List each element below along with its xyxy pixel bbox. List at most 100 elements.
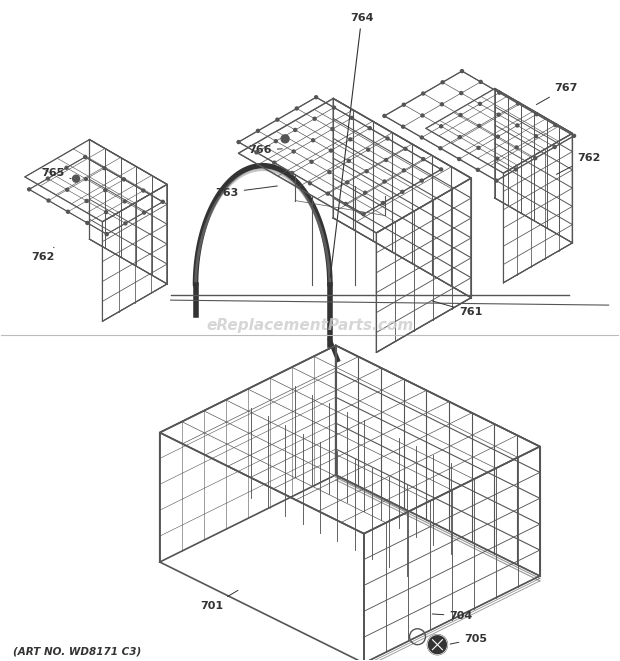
Circle shape [274,139,277,143]
Circle shape [402,125,405,128]
Circle shape [309,182,311,185]
Circle shape [422,92,425,95]
Circle shape [497,113,500,116]
Circle shape [440,103,443,106]
Circle shape [124,222,127,225]
Circle shape [420,179,423,182]
Circle shape [516,124,519,127]
Circle shape [326,192,329,195]
Circle shape [237,141,240,143]
Circle shape [479,81,482,83]
Circle shape [331,128,334,131]
Circle shape [534,157,537,160]
Circle shape [363,191,366,194]
Circle shape [273,161,276,164]
Text: 704: 704 [432,611,472,621]
Circle shape [402,169,405,172]
Circle shape [383,114,386,118]
Circle shape [161,200,164,204]
Circle shape [461,69,464,73]
Circle shape [535,113,538,116]
Circle shape [401,190,404,193]
Circle shape [349,138,352,141]
Circle shape [365,170,368,173]
Circle shape [496,157,498,160]
Text: 705: 705 [450,634,487,644]
Circle shape [105,233,108,236]
Text: 762: 762 [556,153,600,175]
Circle shape [123,200,126,203]
Circle shape [66,188,69,191]
Circle shape [312,139,314,141]
Circle shape [310,160,313,163]
Circle shape [458,157,461,161]
Circle shape [142,189,145,192]
Circle shape [291,171,294,175]
Circle shape [422,157,425,161]
Circle shape [105,211,107,214]
Circle shape [553,145,556,149]
Circle shape [366,148,370,151]
Text: 701: 701 [200,590,238,611]
Text: 767: 767 [536,83,577,104]
Text: 766: 766 [248,145,282,155]
Circle shape [460,92,463,95]
Circle shape [477,146,480,149]
Circle shape [329,149,332,152]
Circle shape [479,102,482,105]
Circle shape [347,159,350,163]
Circle shape [534,135,538,137]
Circle shape [28,188,30,191]
Circle shape [441,81,444,84]
Circle shape [515,168,517,171]
Circle shape [384,159,388,161]
Circle shape [427,635,448,654]
Circle shape [315,96,317,98]
Circle shape [439,147,442,150]
Circle shape [386,137,389,140]
Circle shape [328,171,331,174]
Circle shape [276,118,279,121]
Circle shape [85,200,88,202]
Circle shape [368,127,371,130]
Circle shape [420,136,423,139]
Circle shape [421,114,424,117]
Circle shape [123,178,125,181]
Circle shape [346,181,348,184]
Circle shape [143,211,146,214]
Circle shape [294,128,297,132]
Circle shape [73,175,79,182]
Text: 762: 762 [31,247,55,262]
Circle shape [515,146,518,149]
Text: 763: 763 [215,186,277,198]
Circle shape [295,107,298,110]
Circle shape [362,213,365,215]
Circle shape [383,180,386,183]
Circle shape [498,91,501,94]
Circle shape [344,202,347,206]
Circle shape [103,167,106,170]
Text: (ART NO. WD8171 C3): (ART NO. WD8171 C3) [14,646,141,656]
Circle shape [66,210,69,214]
Circle shape [292,150,295,153]
Circle shape [495,179,498,182]
Circle shape [404,147,407,150]
Circle shape [459,114,462,116]
Circle shape [554,124,557,126]
Circle shape [86,221,89,225]
Text: eReplacementParts.com: eReplacementParts.com [206,317,414,332]
Circle shape [440,125,443,128]
Circle shape [65,167,68,169]
Text: 761: 761 [432,301,483,317]
Circle shape [476,169,479,171]
Circle shape [104,188,107,192]
Circle shape [440,168,443,171]
Circle shape [46,177,50,180]
Circle shape [313,117,316,120]
Circle shape [516,102,520,105]
Circle shape [84,155,87,159]
Circle shape [402,103,405,106]
Text: 765: 765 [41,168,71,178]
Circle shape [458,136,461,139]
Circle shape [332,106,335,109]
